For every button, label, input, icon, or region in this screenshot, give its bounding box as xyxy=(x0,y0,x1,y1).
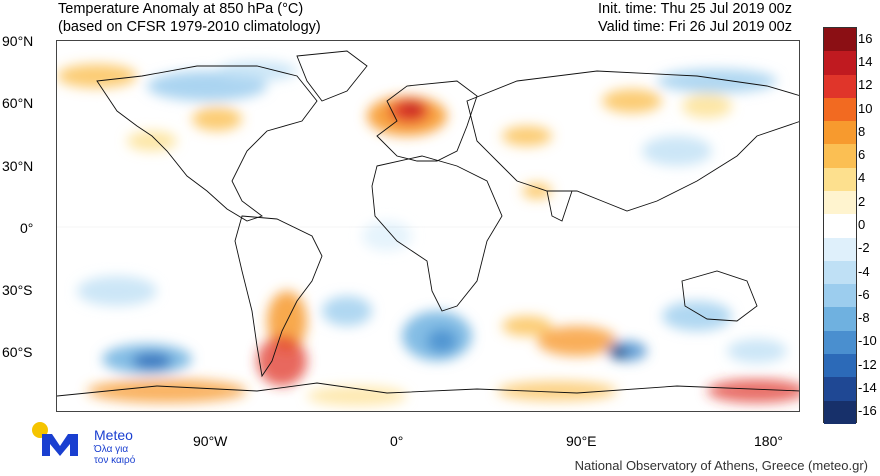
lat-label-60n: 60°N xyxy=(2,95,34,111)
init-time: Init. time: Thu 25 Jul 2019 00z xyxy=(598,1,792,17)
colorbar-label: -14 xyxy=(858,380,877,396)
footer-credit: National Observatory of Athens, Greece (… xyxy=(574,458,868,473)
colorbar-swatch xyxy=(824,144,856,168)
valid-time: Valid time: Fri 26 Jul 2019 00z xyxy=(598,19,792,35)
colorbar-label: 14 xyxy=(858,53,873,69)
colorbar-swatch xyxy=(824,307,856,331)
colorbar-swatch xyxy=(824,400,856,424)
logo-tagline-1: Όλα για xyxy=(94,444,129,455)
colorbar-swatch xyxy=(824,74,856,98)
lon-label-180: 180° xyxy=(754,433,783,449)
colorbar-label: -6 xyxy=(858,286,870,302)
lat-label-0: 0° xyxy=(20,220,34,236)
colorbar-swatch xyxy=(824,353,856,378)
colorbar-label: 0 xyxy=(858,217,866,232)
logo-tagline: Όλα για τον καιρό xyxy=(94,444,135,466)
colorbar-label: -10 xyxy=(858,333,877,349)
colorbar-swatch xyxy=(824,121,856,145)
lat-label-30s: 30°S xyxy=(2,282,33,298)
colorbar-swatch xyxy=(824,260,856,285)
chart-title: Temperature Anomaly at 850 hPa (°C) (bas… xyxy=(58,0,321,36)
lon-label-90e: 90°E xyxy=(566,433,597,449)
logo-name: Meteo xyxy=(94,427,133,443)
colorbar-label: 8 xyxy=(858,123,866,139)
meteo-logo-icon xyxy=(32,422,78,456)
lat-label-90n: 90°N xyxy=(2,33,34,49)
lat-label-60s: 60°S xyxy=(2,344,33,360)
map-svg xyxy=(57,50,799,406)
colorbar-label: 10 xyxy=(858,100,873,116)
colorbar-label: 4 xyxy=(858,170,866,186)
colorbar-label: 16 xyxy=(858,30,873,46)
lon-label-90w: 90°W xyxy=(193,433,228,449)
coastlines xyxy=(57,50,799,397)
colorbar-label: 6 xyxy=(858,147,866,163)
lat-label-30n: 30°N xyxy=(2,158,34,174)
colorbar-swatch xyxy=(824,214,856,238)
logo-tagline-2: τον καιρό xyxy=(94,455,136,466)
temperature-anomaly-map xyxy=(56,40,800,412)
colorbar xyxy=(823,27,857,424)
colorbar-swatch xyxy=(824,237,856,261)
colorbar-swatch xyxy=(824,51,856,75)
title-line-2: (based on CFSR 1979-2010 climatology) xyxy=(58,19,321,35)
colorbar-label: 12 xyxy=(858,77,873,93)
anomaly-field xyxy=(57,61,799,406)
colorbar-swatch xyxy=(824,330,856,354)
colorbar-label: -2 xyxy=(858,240,870,256)
title-line-1: Temperature Anomaly at 850 hPa (°C) xyxy=(58,1,304,17)
colorbar-label: 2 xyxy=(858,193,866,209)
colorbar-swatch xyxy=(824,28,856,52)
colorbar-label: -8 xyxy=(858,310,870,326)
colorbar-swatch xyxy=(824,377,856,401)
meteo-logo xyxy=(30,420,90,465)
colorbar-swatch xyxy=(824,97,856,122)
colorbar-label: -4 xyxy=(858,263,870,279)
time-info: Init. time: Thu 25 Jul 2019 00z Valid ti… xyxy=(598,0,792,36)
colorbar-label: -16 xyxy=(858,403,877,419)
lon-label-0: 0° xyxy=(390,433,404,449)
colorbar-swatch xyxy=(824,284,856,308)
colorbar-swatch xyxy=(824,167,856,191)
colorbar-label: -12 xyxy=(858,356,877,372)
colorbar-swatch xyxy=(824,190,856,215)
